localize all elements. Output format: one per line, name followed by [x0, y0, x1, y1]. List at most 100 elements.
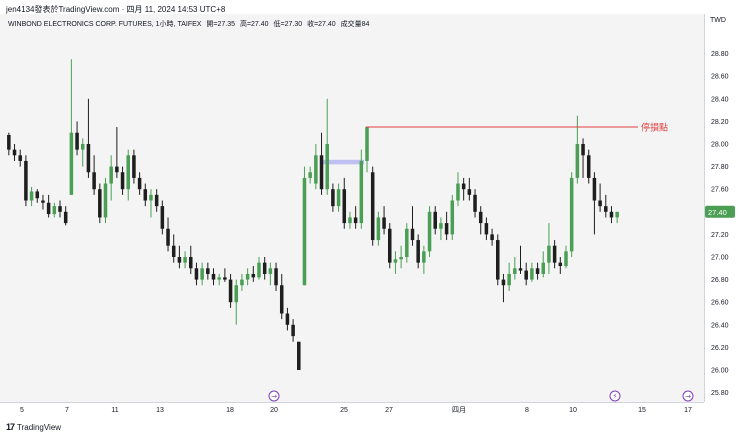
candle-body [547, 245, 551, 263]
candle-body [143, 189, 148, 201]
x-tick-label: 17 [684, 407, 692, 414]
currency-label: TWD [710, 17, 726, 24]
candle-body [518, 268, 523, 271]
candle-body [387, 228, 392, 263]
x-tick-label: 25 [340, 407, 348, 414]
candle-body [496, 240, 500, 280]
y-tick-label: 27.60 [711, 187, 729, 194]
footer [0, 418, 740, 436]
candle-body [592, 177, 597, 201]
candle-body [319, 155, 324, 190]
x-tick-label: 四月 [452, 406, 466, 414]
tradingview-logo: 17 TradingView [6, 422, 61, 432]
event-arrow-icon [682, 390, 694, 402]
candle-body [450, 200, 455, 235]
tradingview-mark-icon: 17 [6, 422, 15, 432]
candle-body [285, 313, 290, 325]
candle-body [530, 268, 534, 280]
attribution-text: jen4134發表於TradingView.com · 四月 11, 2024 … [6, 5, 226, 14]
candle-body [98, 189, 102, 218]
candle-body [86, 144, 91, 173]
legend-volume: 成交量84 [340, 21, 370, 28]
legend-close: 收=27.40 [307, 21, 336, 28]
x-tick-label: 11 [111, 407, 118, 414]
candle-body [257, 262, 261, 278]
candle-body [393, 259, 398, 263]
candle-body [598, 200, 602, 207]
candle-body [513, 268, 517, 274]
event-lightning-icon-glyph: ⚡ [613, 393, 618, 401]
candle-body [490, 234, 494, 241]
candle-body [456, 183, 460, 201]
candle-body [439, 223, 443, 229]
legend-symbol: WINBOND ELECTRONICS CORP. FUTURES, 1小時, … [8, 21, 202, 28]
event-arrow-icon-glyph: → [271, 393, 277, 401]
y-tick-label: 28.60 [711, 74, 729, 81]
tradingview-brand: TradingView [17, 422, 62, 432]
candle-body [609, 211, 614, 218]
candle-body [126, 155, 130, 190]
last-price-label: 27.40 [708, 208, 727, 217]
candle-body [564, 251, 568, 267]
candle-body [427, 211, 432, 252]
y-tick-label: 27.00 [711, 255, 729, 262]
candle-body [569, 177, 574, 252]
candle-body [137, 177, 142, 190]
x-tick-label: 27 [385, 407, 393, 414]
candle-body [171, 245, 176, 257]
candle-body [467, 189, 472, 195]
x-tick-label: 5 [20, 407, 24, 414]
x-tick-label: 18 [226, 407, 234, 414]
candle-body [575, 144, 580, 178]
x-tick-label: 8 [525, 407, 529, 414]
y-tick-label: 28.00 [711, 142, 729, 149]
y-tick-label: 26.20 [711, 345, 729, 352]
x-tick-label: 20 [270, 407, 278, 414]
candle-body [200, 268, 204, 280]
legend-high: 高=27.40 [239, 21, 269, 28]
y-tick-label: 25.80 [711, 390, 729, 397]
x-tick-label: 7 [65, 407, 69, 414]
candle-body [251, 273, 256, 278]
candle-body [29, 191, 34, 201]
candle-body [132, 155, 136, 178]
candle-body [376, 217, 381, 241]
candle-body [149, 194, 153, 201]
legend-open: 開=27.35 [206, 21, 235, 28]
candle-body [416, 240, 420, 263]
candle-body [604, 206, 608, 212]
y-tick-label: 26.40 [711, 322, 729, 329]
candle-body [507, 273, 511, 286]
candle-body [433, 211, 437, 229]
candle-body [262, 262, 267, 274]
candle-body [75, 132, 79, 150]
candle-body [245, 273, 250, 280]
x-tick-label: 10 [569, 407, 577, 414]
candle-body [353, 217, 358, 224]
candle-body [370, 172, 375, 241]
event-arrow-icon [268, 390, 280, 402]
candle-body [41, 200, 45, 203]
candle-body [268, 268, 273, 274]
time-axis[interactable] [0, 402, 704, 419]
event-arrow-icon-glyph: → [685, 393, 691, 401]
candle-body [558, 262, 563, 267]
plot-area[interactable] [0, 14, 704, 402]
candle-body [103, 183, 108, 218]
candle-body [291, 324, 295, 337]
event-lightning-icon [609, 390, 621, 402]
candle-body [160, 206, 165, 229]
candle-body [410, 228, 415, 241]
candle-body [331, 189, 335, 207]
candle-body [52, 206, 57, 215]
last-price-tag [705, 205, 735, 218]
candle-body [18, 155, 22, 161]
candle-body [12, 149, 17, 156]
candle-body [524, 270, 528, 280]
candle-body [308, 172, 312, 178]
y-tick-label: 27.20 [711, 232, 729, 239]
candle-body [552, 245, 557, 263]
candle-body [166, 228, 170, 246]
highlight-zone [322, 159, 364, 165]
